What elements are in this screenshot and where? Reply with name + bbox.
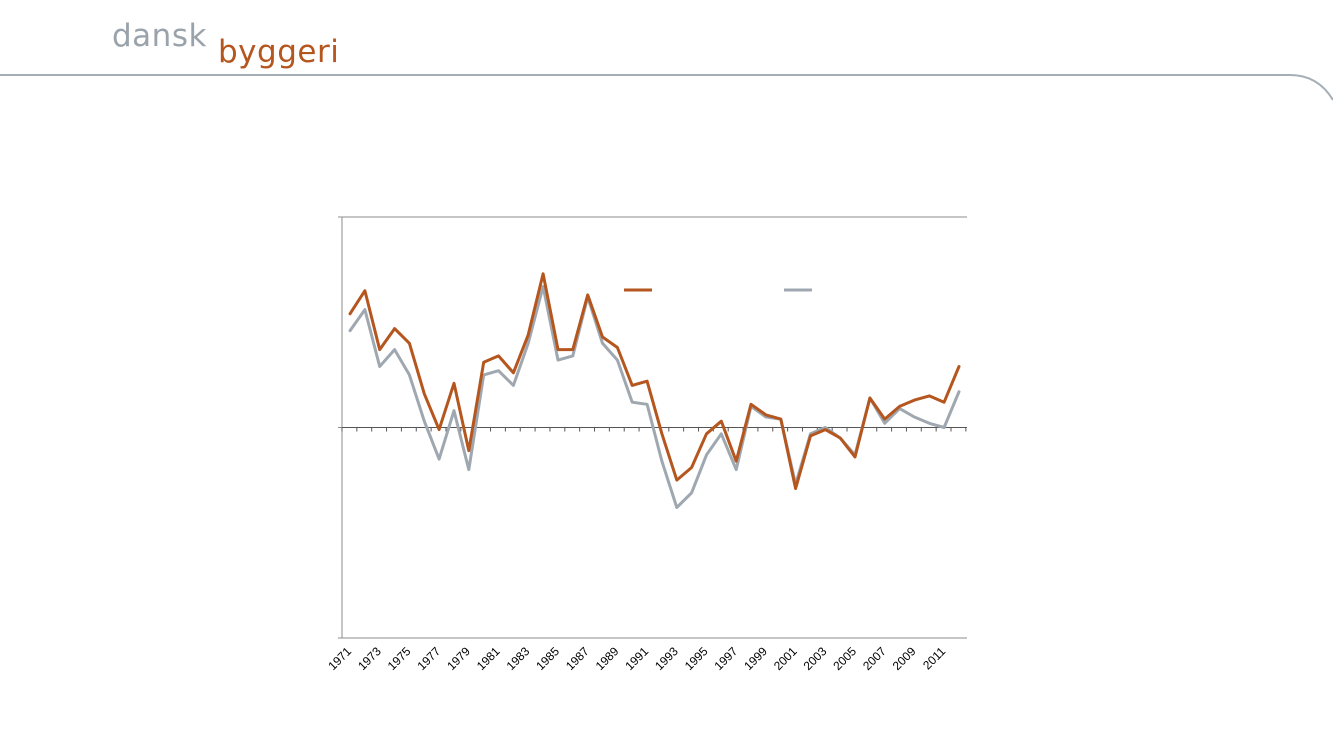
x-tick-label: 2007	[860, 644, 889, 673]
x-tick-label: 1981	[474, 644, 503, 673]
x-tick-label: 1973	[355, 644, 384, 673]
x-tick-label: 1987	[563, 644, 592, 673]
series-line-1	[348, 272, 961, 490]
x-tick-label: 1975	[385, 644, 414, 673]
header-divider	[0, 74, 1333, 101]
x-tick-label: 1989	[593, 644, 622, 673]
series-line-2	[348, 285, 961, 509]
x-tick-label: 2001	[771, 644, 800, 673]
logo-word-dansk: dansk	[112, 18, 207, 54]
x-tick-label: 1999	[741, 644, 770, 673]
x-tick-label: 1991	[622, 644, 651, 673]
x-tick-label: 1971	[325, 644, 354, 673]
x-tick-label: 2011	[920, 644, 948, 672]
logo-word-byggeri: byggeri	[218, 34, 340, 70]
x-tick-label: 2009	[890, 644, 919, 673]
x-tick-label: 1995	[682, 644, 711, 673]
x-tick-label: 1997	[712, 644, 741, 673]
x-tick-label: 1985	[533, 644, 562, 673]
x-tick-label: 1993	[652, 644, 681, 673]
x-tick-label: 1977	[414, 644, 443, 673]
x-tick-label: 2005	[830, 644, 859, 673]
x-tick-label: 1983	[504, 644, 533, 673]
x-tick-label: 2003	[801, 644, 830, 673]
x-tick-label: 1979	[444, 644, 473, 673]
